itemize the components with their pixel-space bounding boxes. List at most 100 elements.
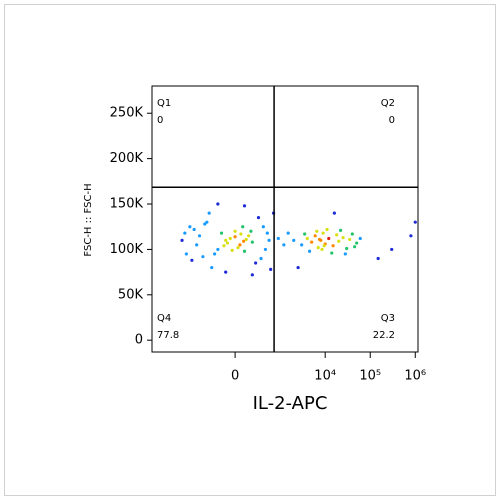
- quadrant-value: 0: [389, 115, 395, 126]
- event-dot: [238, 243, 242, 247]
- event-dot: [339, 228, 343, 232]
- quadrant-value: 77.8: [157, 330, 179, 341]
- event-dot: [296, 265, 300, 270]
- quadrant-name: Q1: [157, 98, 171, 109]
- event-dot: [225, 241, 230, 245]
- event-dot: [350, 232, 354, 236]
- event-dot: [249, 229, 253, 233]
- event-dot: [331, 244, 335, 248]
- event-dot: [230, 248, 234, 252]
- event-dot: [233, 229, 237, 233]
- y-tick-label: 150K: [110, 197, 144, 212]
- event-dot: [224, 238, 228, 242]
- quadrant-name: Q3: [381, 313, 395, 324]
- event-dot: [321, 231, 325, 235]
- event-dot: [233, 235, 237, 239]
- event-dot: [210, 265, 214, 270]
- event-dot: [317, 237, 322, 242]
- x-tick-label: 10⁶: [404, 369, 426, 384]
- event-dot: [244, 237, 248, 242]
- event-dot: [219, 231, 224, 235]
- event-dot: [253, 261, 258, 265]
- x-axis-label: IL-2-APC: [253, 393, 328, 414]
- event-dot: [390, 247, 394, 252]
- event-dot: [316, 245, 320, 250]
- event-dot: [259, 256, 263, 261]
- event-dot: [241, 225, 245, 229]
- event-dot: [300, 243, 304, 247]
- event-dot: [197, 234, 202, 238]
- event-dot: [341, 236, 345, 240]
- y-tick-label: 0: [135, 333, 143, 348]
- event-dot: [355, 241, 359, 245]
- event-dot: [205, 220, 209, 224]
- event-dot: [183, 231, 187, 235]
- quadrant-name: Q2: [381, 98, 395, 109]
- event-dot: [409, 234, 413, 238]
- event-dot: [192, 227, 196, 232]
- event-dot: [307, 249, 312, 253]
- quadrant-value: 22.2: [373, 330, 395, 341]
- event-dot: [348, 237, 352, 242]
- event-dot: [292, 238, 296, 242]
- event-dot: [201, 255, 205, 259]
- event-dot: [203, 222, 207, 226]
- event-dot: [242, 239, 246, 243]
- event-dot: [358, 236, 362, 241]
- event-dot: [242, 249, 247, 253]
- event-dot: [337, 239, 341, 243]
- quadrant-name: Q4: [157, 313, 171, 324]
- quadrant-value: 0: [157, 115, 163, 126]
- event-dot: [239, 232, 243, 236]
- event-dot: [224, 270, 228, 274]
- event-dot: [207, 211, 211, 215]
- event-dot: [228, 236, 232, 241]
- event-dot: [345, 246, 349, 251]
- event-dot: [332, 211, 336, 215]
- y-tick-label: 250K: [110, 106, 144, 121]
- event-dot: [213, 252, 217, 256]
- event-dot: [303, 232, 307, 236]
- event-dot: [236, 245, 240, 250]
- event-dot: [216, 202, 220, 206]
- event-dot: [250, 273, 254, 277]
- event-dot: [265, 231, 269, 235]
- event-dot: [222, 244, 226, 248]
- event-dot: [263, 247, 268, 252]
- event-dot: [335, 233, 339, 237]
- event-dot: [261, 225, 265, 229]
- event-dot: [343, 252, 347, 256]
- event-dot: [276, 236, 280, 241]
- event-dot: [413, 220, 417, 224]
- event-dot: [282, 243, 286, 247]
- event-dot: [256, 216, 261, 220]
- event-dot: [216, 247, 220, 252]
- event-dot: [310, 240, 314, 244]
- event-dot: [190, 258, 194, 262]
- event-dot: [286, 231, 290, 235]
- y-tick-label: 100K: [110, 242, 144, 257]
- y-tick-label: 200K: [110, 151, 144, 166]
- event-dot: [376, 256, 380, 261]
- event-dot: [188, 225, 192, 229]
- event-dot: [250, 240, 254, 244]
- event-dot: [313, 234, 317, 238]
- y-tick-label: 50K: [118, 287, 144, 302]
- event-dot: [267, 238, 271, 242]
- event-dot: [353, 245, 357, 249]
- x-tick-label: 0: [231, 369, 239, 384]
- event-dot: [269, 267, 273, 271]
- event-dot: [247, 234, 251, 238]
- event-dot: [315, 229, 319, 233]
- event-dot: [305, 236, 309, 241]
- event-dot: [242, 204, 247, 208]
- x-tick-label: 10⁴: [314, 369, 336, 384]
- event-dot: [327, 236, 331, 241]
- event-dot: [180, 238, 184, 242]
- y-axis-label: FSC-H :: FSC-H: [83, 183, 94, 256]
- event-dot: [320, 247, 324, 252]
- event-dot: [325, 227, 329, 232]
- event-dot: [195, 243, 199, 247]
- event-dot: [330, 251, 334, 255]
